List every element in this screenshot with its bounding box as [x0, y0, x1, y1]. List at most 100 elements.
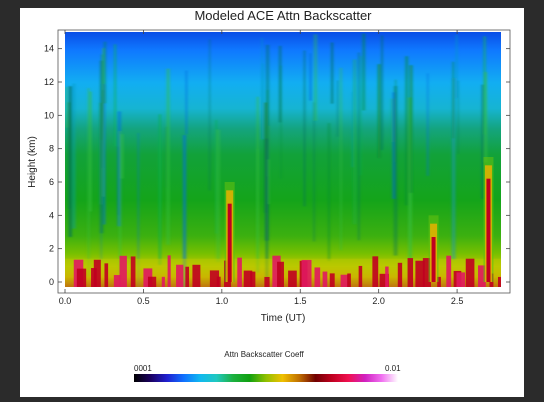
- heatmap-streak: [87, 88, 90, 277]
- x-tick-label: 2.5: [451, 296, 464, 306]
- heatmap-streak: [451, 77, 456, 260]
- heatmap-streak: [165, 126, 168, 188]
- heatmap-streak: [409, 65, 413, 193]
- ground-layer-red: [415, 260, 425, 287]
- ground-layer-red: [465, 258, 475, 287]
- heatmap-streak: [452, 61, 455, 139]
- heatmap-streak: [393, 85, 398, 256]
- heatmap-streak: [280, 65, 282, 179]
- heatmap-streak: [309, 53, 312, 101]
- colorbar-gradient: [134, 374, 398, 382]
- x-tick-label: 0.5: [137, 296, 150, 306]
- ground-layer-red: [272, 255, 281, 287]
- ground-layer-red: [340, 274, 349, 287]
- ground-layer-red: [93, 259, 101, 287]
- ground-layer-red: [216, 276, 221, 287]
- ground-layer-red: [176, 264, 184, 287]
- plume-red: [486, 178, 491, 282]
- heatmap-streak: [426, 73, 429, 176]
- ground-layer-red: [422, 258, 431, 287]
- heatmap-streak: [114, 44, 117, 147]
- heatmap-streak: [351, 91, 353, 168]
- x-axis: 0.0 0.5 1.0 1.5 2.0 2.5: [59, 30, 464, 306]
- heatmap-streak: [166, 68, 170, 245]
- heatmap-streak: [457, 80, 459, 155]
- heatmap-streak: [120, 134, 124, 179]
- heatmap-streak: [72, 83, 76, 229]
- ground-layer-red: [322, 271, 328, 287]
- heatmap-streak: [405, 56, 409, 206]
- ground-layer-red: [407, 258, 414, 287]
- heatmap-streak: [278, 45, 282, 123]
- heatmap-streak: [352, 59, 357, 225]
- heatmap-streak: [65, 87, 68, 128]
- ground-layer-red: [143, 268, 153, 287]
- x-tick-label: 2.0: [372, 296, 385, 306]
- ground-layer-red: [379, 273, 389, 287]
- heatmap-streak: [481, 84, 484, 199]
- heatmap-features: [65, 157, 501, 287]
- ground-layer-red: [347, 273, 351, 287]
- heatmap-streak: [381, 35, 384, 151]
- heatmap-streak: [313, 102, 315, 242]
- heatmap-streak: [303, 50, 306, 207]
- ground-layer-red: [104, 263, 109, 287]
- heatmap-streak: [256, 148, 259, 272]
- ground-layer-red: [76, 268, 87, 287]
- heatmap-streak: [100, 96, 102, 262]
- y-axis: 0 2 4 6 8 10 12 14: [44, 44, 510, 287]
- ground-layer-red: [147, 276, 157, 287]
- heatmap-streak: [185, 70, 188, 135]
- colorbar-min-label: 0001: [134, 364, 152, 373]
- ground-layer-red: [119, 255, 127, 287]
- y-tick-label: 4: [49, 210, 54, 220]
- heatmap-streak: [331, 42, 334, 104]
- y-tick-label: 2: [49, 244, 54, 254]
- heatmap-streak: [327, 123, 331, 261]
- plume-red: [227, 203, 232, 282]
- heatmap-streak: [137, 132, 139, 287]
- ground-layer-red: [237, 257, 242, 287]
- x-axis-label: Time (UT): [261, 313, 306, 324]
- ground-layer-red: [301, 259, 312, 287]
- heatmap-streak: [455, 34, 458, 99]
- heatmap-field: [65, 32, 501, 287]
- y-tick-label: 14: [44, 44, 54, 54]
- heatmap-streak: [101, 54, 103, 140]
- heatmap-streak: [484, 72, 488, 163]
- plume-red: [431, 237, 436, 282]
- y-tick-label: 10: [44, 110, 54, 120]
- ground-layer-red: [385, 266, 389, 287]
- ground-layer-red: [192, 264, 201, 287]
- ground-layer-red: [397, 262, 403, 287]
- ground-layer-red: [288, 270, 297, 287]
- plot-border: [57, 29, 511, 294]
- y-axis-label: Height (km): [27, 136, 38, 188]
- heatmap-streak: [395, 79, 397, 163]
- heatmap-streak: [267, 125, 270, 205]
- heatmap-streak: [89, 91, 92, 212]
- heatmap-streak: [119, 131, 122, 283]
- ground-layer-red: [358, 265, 363, 287]
- colorbar: Attn Backscatter Coeff 0001 0.01: [134, 350, 401, 382]
- ground-layer-red: [250, 271, 256, 287]
- ground-layer-red: [456, 272, 466, 287]
- heatmap-streak: [362, 33, 366, 111]
- ground-layer-red: [167, 255, 171, 287]
- heatmap-streak: [313, 34, 318, 121]
- x-tick-label: 0.0: [59, 296, 72, 306]
- heatmap-streak: [103, 41, 107, 104]
- heatmap-streak: [377, 64, 381, 159]
- ground-layer-red: [446, 255, 452, 287]
- ground-layer-red: [497, 276, 501, 287]
- heatmap-streak: [265, 44, 270, 160]
- y-tick-label: 12: [44, 77, 54, 87]
- heatmap-streak: [261, 63, 264, 140]
- heatmap-streak: [102, 48, 105, 197]
- y-tick-label: 8: [49, 144, 54, 154]
- heatmap-streak: [158, 114, 161, 265]
- ground-layer-red: [185, 266, 190, 287]
- heatmap-streak: [337, 80, 339, 137]
- ground-layer-red: [314, 267, 321, 287]
- heatmap-streak: [339, 67, 343, 251]
